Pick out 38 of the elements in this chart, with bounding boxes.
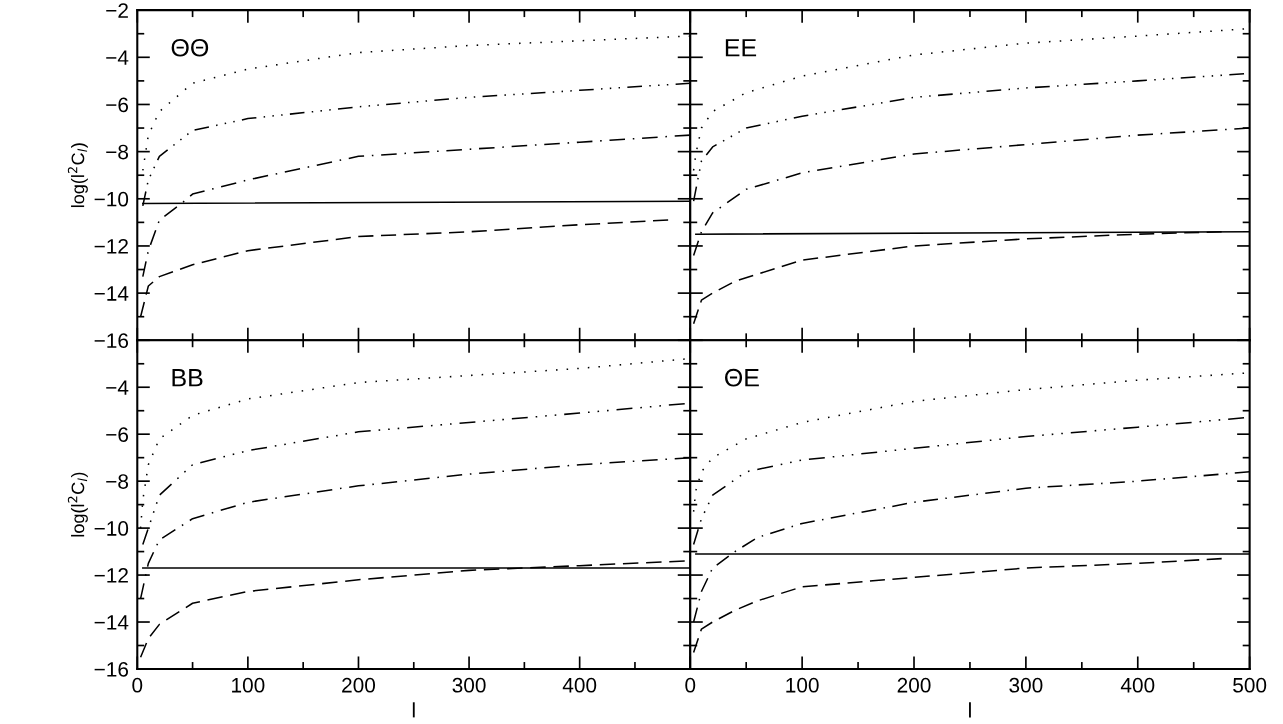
y-tick-label: −14: [94, 286, 129, 301]
x-axis-title: l: [412, 702, 415, 718]
x-tick-label: 300: [452, 677, 486, 693]
x-axis-title: l: [969, 702, 971, 718]
y-tick-label: −6: [106, 97, 129, 113]
y-tick-label: −4: [106, 380, 129, 395]
y-tick-label: −14: [94, 615, 129, 630]
x-tick-label: 0: [685, 677, 696, 693]
y-tick-label: −12: [94, 568, 128, 583]
x-tick-label: 200: [897, 677, 931, 693]
annotation: BB: [172, 369, 203, 387]
x-tick-label: 400: [1120, 677, 1155, 693]
annotation: EE: [725, 39, 757, 57]
line-series: [139, 219, 669, 318]
annotation: ΘΘ: [171, 38, 209, 57]
y-tick-label: −16: [94, 333, 129, 349]
line-series: [139, 560, 686, 659]
y-tick-label: −10: [94, 521, 129, 536]
y-tick-label: −4: [106, 50, 129, 65]
x-tick-label: 200: [342, 677, 376, 693]
x-tick-label: 300: [1009, 677, 1043, 693]
y-tick-label: −6: [106, 427, 129, 442]
x-tick-label: 500: [1233, 677, 1267, 693]
y-tick-label: −16: [94, 661, 129, 677]
x-tick-label: 100: [232, 677, 265, 693]
y-axis-title: log(l$^{2}$C$_{l}$): [67, 143, 88, 208]
x-tick-label: 0: [132, 677, 143, 693]
y-tick-label: −8: [106, 144, 129, 160]
x-tick-label: 400: [562, 677, 597, 693]
y-tick-label: −8: [106, 474, 129, 489]
y-axis-title: log(l$^{2}$C$_{l}$): [67, 472, 88, 537]
annotation: ΘE: [725, 368, 759, 387]
line-series: [142, 402, 686, 546]
y-tick-label: −10: [94, 191, 129, 207]
line-series: [139, 358, 686, 529]
x-tick-label: 100: [786, 677, 819, 693]
y-tick-label: −12: [94, 238, 128, 254]
y-tick-label: −2: [106, 3, 128, 18]
